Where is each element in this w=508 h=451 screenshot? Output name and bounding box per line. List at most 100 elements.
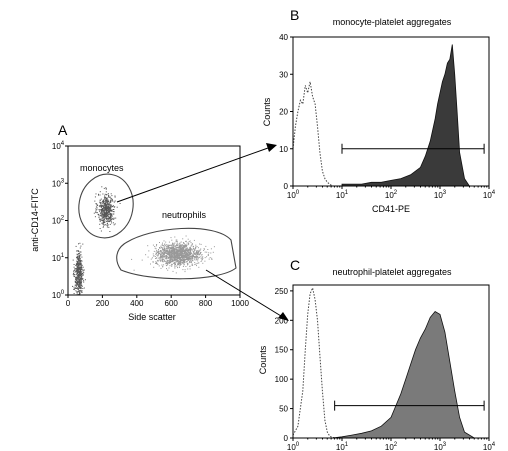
scatter-point <box>168 252 170 254</box>
scatter-point <box>186 261 188 262</box>
scatter-point <box>102 216 104 218</box>
scatter-point <box>150 258 152 260</box>
scatter-point <box>201 256 203 258</box>
scatter-point <box>187 253 189 255</box>
scatter-point <box>180 241 182 243</box>
scatter-point <box>187 263 189 265</box>
scatter-point <box>180 246 182 248</box>
scatter-point <box>168 248 170 250</box>
scatter-point <box>179 246 181 248</box>
scatter-point <box>103 225 104 227</box>
y-tick-label: 103 <box>52 178 65 188</box>
scatter-point <box>98 193 99 195</box>
scatter-point <box>182 250 184 252</box>
scatter-point <box>107 193 109 195</box>
scatter-point <box>114 200 116 202</box>
scatter-point <box>202 262 204 264</box>
scatter-point <box>170 248 172 250</box>
neutrophil-gate[interactable] <box>116 227 237 280</box>
scatter-point <box>177 262 179 264</box>
scatter-point <box>101 219 103 221</box>
panel-b-gate-bar <box>341 143 485 154</box>
scatter-point <box>192 255 194 257</box>
scatter-point <box>169 250 171 252</box>
scatter-point <box>99 199 101 201</box>
scatter-point <box>112 199 113 201</box>
scatter-point <box>109 223 111 225</box>
scatter-point <box>209 257 211 259</box>
scatter-point <box>164 249 166 251</box>
scatter-point <box>199 243 201 245</box>
scatter-point <box>105 217 107 219</box>
scatter-point <box>168 241 170 243</box>
scatter-point <box>162 256 164 258</box>
scatter-point <box>170 256 172 258</box>
scatter-point <box>99 210 101 212</box>
scatter-point <box>80 266 82 268</box>
scatter-point <box>100 202 102 204</box>
scatter-point <box>106 204 107 206</box>
scatter-point <box>181 245 183 247</box>
scatter-point <box>192 264 194 266</box>
scatter-point <box>168 246 170 248</box>
scatter-point <box>204 257 206 259</box>
scatter-point <box>184 256 186 258</box>
scatter-point <box>162 253 164 255</box>
monocyte-gate[interactable] <box>74 170 138 242</box>
arrowhead-c-icon <box>278 312 289 321</box>
scatter-point <box>77 288 79 290</box>
scatter-point <box>174 252 176 254</box>
scatter-point <box>100 206 102 208</box>
scatter-point <box>190 251 192 253</box>
scatter-point <box>189 247 191 249</box>
scatter-point <box>158 249 159 250</box>
scatter-point <box>103 199 105 201</box>
scatter-point <box>165 262 167 264</box>
scatter-point <box>182 260 183 262</box>
scatter-point <box>106 226 108 228</box>
scatter-point <box>76 253 78 255</box>
scatter-point <box>166 256 167 258</box>
scatter-point <box>180 255 182 257</box>
scatter-point <box>188 242 189 244</box>
scatter-point <box>108 219 110 221</box>
x-tick-label: 104 <box>483 442 496 451</box>
scatter-point <box>189 261 190 263</box>
scatter-point <box>182 253 184 255</box>
scatter-point <box>189 262 191 264</box>
scatter-point <box>186 253 188 255</box>
scatter-point <box>184 255 185 257</box>
scatter-point <box>105 205 107 207</box>
y-tick-label: 200 <box>275 316 289 325</box>
scatter-point <box>167 247 169 249</box>
scatter-point <box>76 255 78 257</box>
scatter-point <box>79 286 81 288</box>
scatter-point <box>179 250 181 252</box>
scatter-point <box>184 259 185 261</box>
scatter-point <box>74 268 76 270</box>
scatter-point <box>159 257 161 259</box>
scatter-point <box>161 259 163 261</box>
scatter-point <box>160 254 161 256</box>
scatter-point <box>104 218 106 220</box>
scatter-point <box>177 263 179 265</box>
scatter-point <box>102 219 104 221</box>
scatter-point <box>74 269 76 271</box>
scatter-point <box>76 293 78 295</box>
scatter-point <box>193 251 194 253</box>
scatter-point <box>172 260 174 261</box>
scatter-point <box>169 254 171 256</box>
panel-b: B monocyte-platelet aggregates 100 101 102… <box>262 7 496 214</box>
scatter-point <box>103 219 105 221</box>
scatter-point <box>181 255 183 257</box>
scatter-point <box>153 266 155 268</box>
scatter-point <box>194 252 196 254</box>
scatter-point <box>147 256 149 258</box>
scatter-point <box>194 254 196 256</box>
scatter-point <box>171 247 173 249</box>
scatter-point <box>166 261 168 263</box>
scatter-point <box>165 245 167 247</box>
scatter-point <box>111 200 113 202</box>
scatter-point <box>103 210 105 212</box>
scatter-point <box>78 257 80 259</box>
